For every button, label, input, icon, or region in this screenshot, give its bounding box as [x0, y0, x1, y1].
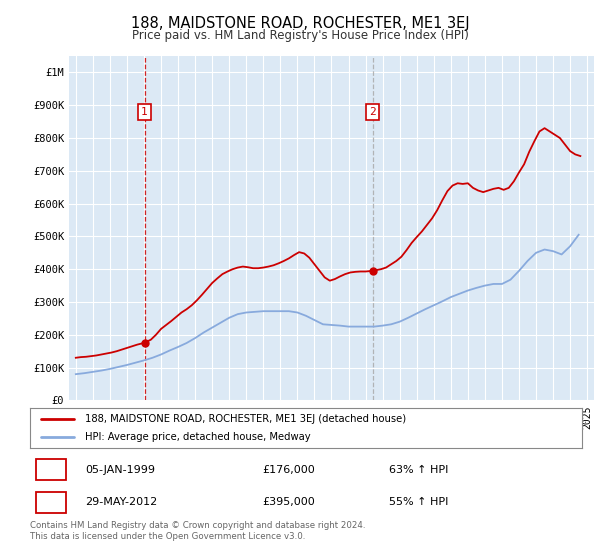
FancyBboxPatch shape	[35, 459, 66, 480]
FancyBboxPatch shape	[35, 492, 66, 513]
Text: 29-MAY-2012: 29-MAY-2012	[85, 497, 157, 507]
Text: 1: 1	[141, 107, 148, 117]
Text: 2: 2	[47, 497, 54, 507]
Text: 188, MAIDSTONE ROAD, ROCHESTER, ME1 3EJ (detached house): 188, MAIDSTONE ROAD, ROCHESTER, ME1 3EJ …	[85, 414, 406, 423]
Text: Contains HM Land Registry data © Crown copyright and database right 2024.
This d: Contains HM Land Registry data © Crown c…	[30, 521, 365, 541]
Text: 2: 2	[369, 107, 376, 117]
Text: £395,000: £395,000	[262, 497, 314, 507]
Text: 55% ↑ HPI: 55% ↑ HPI	[389, 497, 448, 507]
Text: 1: 1	[47, 465, 54, 475]
Text: 63% ↑ HPI: 63% ↑ HPI	[389, 465, 448, 475]
Text: Price paid vs. HM Land Registry's House Price Index (HPI): Price paid vs. HM Land Registry's House …	[131, 29, 469, 42]
Text: 188, MAIDSTONE ROAD, ROCHESTER, ME1 3EJ: 188, MAIDSTONE ROAD, ROCHESTER, ME1 3EJ	[131, 16, 469, 31]
Text: HPI: Average price, detached house, Medway: HPI: Average price, detached house, Medw…	[85, 432, 311, 442]
Text: £176,000: £176,000	[262, 465, 314, 475]
Text: 05-JAN-1999: 05-JAN-1999	[85, 465, 155, 475]
